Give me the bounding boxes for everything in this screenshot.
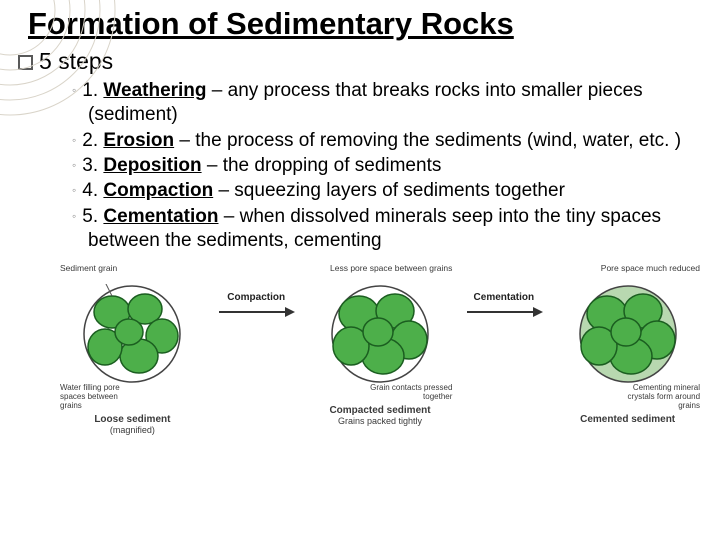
step-def: – squeezing layers of sediments together (213, 180, 565, 201)
list-item: ◦1. Weathering – any process that breaks… (72, 79, 700, 129)
side-note-right (140, 384, 205, 410)
grain-cluster-icon (573, 284, 683, 384)
caption-top-right: Pore space much reduced (601, 264, 700, 284)
caption-top-left: Sediment grain (60, 264, 117, 284)
steps-list: ◦1. Weathering – any process that breaks… (0, 75, 720, 254)
subtitle-count: 5 (39, 48, 52, 74)
sediment-diagram: Sediment grain Water filling pore spaces… (0, 254, 720, 435)
step-term: Compaction (103, 180, 213, 201)
side-note-left (308, 384, 366, 402)
side-note-left (555, 384, 613, 410)
ring-bullet-icon: ◦ (72, 209, 82, 223)
ring-bullet-icon: ◦ (72, 133, 82, 147)
ring-bullet-icon: ◦ (72, 83, 82, 97)
step-number: 2. (82, 130, 98, 151)
caption-top-right: Less pore space between grains (330, 264, 452, 284)
step-term: Weathering (103, 80, 206, 101)
list-item: ◦2. Erosion – the process of removing th… (72, 129, 700, 154)
caption-bottom: Compacted sediment Grains packed tightly (329, 402, 430, 427)
grain-cluster-icon (325, 284, 435, 384)
side-note-left: Water filling pore spaces between grains (60, 384, 140, 410)
process-arrow-cementation: Cementation (460, 264, 547, 321)
caption-main: Compacted sediment (329, 405, 430, 416)
step-number: 1. (82, 80, 98, 101)
step-term: Erosion (103, 130, 174, 151)
caption-sub: (magnified) (110, 425, 155, 435)
side-note-right: Grain contacts pressed together (366, 384, 453, 402)
arrow-right-icon (217, 305, 295, 319)
page-title: Formation of Sedimentary Rocks (0, 0, 720, 42)
process-label: Cementation (474, 292, 535, 303)
list-item: ◦3. Deposition – the dropping of sedimen… (72, 154, 700, 179)
caption-sub: Grains packed tightly (338, 416, 422, 426)
step-def: – the process of removing the sediments … (174, 130, 681, 151)
caption-main: Loose sediment (94, 414, 170, 425)
diagram-stage-compacted: Less pore space between grains Grain con… (308, 264, 453, 426)
step-term: Deposition (103, 155, 201, 176)
caption-bottom: Cemented sediment (580, 411, 675, 426)
grain-cluster-icon (77, 284, 187, 384)
caption-bottom: Loose sediment (magnified) (94, 411, 170, 436)
diagram-stage-cemented: Pore space much reduced Cementing minera… (555, 264, 700, 425)
side-note-right: Cementing mineral crystals form around g… (613, 384, 700, 410)
diagram-stage-loose: Sediment grain Water filling pore spaces… (60, 264, 205, 435)
square-bullet-icon (18, 55, 33, 70)
list-item: ◦5. Cementation – when dissolved mineral… (72, 205, 700, 255)
arrow-right-icon (465, 305, 543, 319)
ring-bullet-icon: ◦ (72, 158, 82, 172)
caption-main: Cemented sediment (580, 414, 675, 425)
step-term: Cementation (103, 206, 218, 227)
list-item: ◦4. Compaction – squeezing layers of sed… (72, 179, 700, 204)
step-def: – the dropping of sediments (202, 155, 442, 176)
process-arrow-compaction: Compaction (213, 264, 300, 321)
step-number: 5. (82, 206, 98, 227)
ring-bullet-icon: ◦ (72, 183, 82, 197)
process-label: Compaction (227, 292, 285, 303)
step-number: 3. (82, 155, 98, 176)
subtitle-suffix: steps (52, 48, 113, 74)
subtitle: 5 steps (0, 42, 720, 75)
step-number: 4. (82, 180, 98, 201)
